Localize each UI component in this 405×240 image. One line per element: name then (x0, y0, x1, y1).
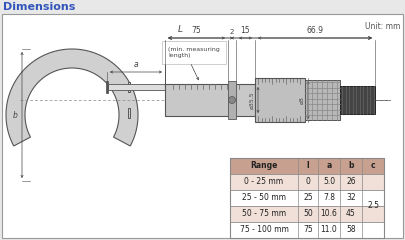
Text: 25 - 50 mm: 25 - 50 mm (242, 193, 286, 203)
Text: 5.0: 5.0 (323, 178, 335, 186)
Text: 7.8: 7.8 (323, 193, 335, 203)
Text: 26: 26 (346, 178, 356, 186)
Text: 75: 75 (192, 26, 201, 35)
Text: 58: 58 (346, 226, 356, 234)
Text: ø35.5: ø35.5 (250, 91, 255, 109)
Text: a: a (326, 162, 332, 170)
Bar (128, 82, 130, 92)
Bar (340, 86, 375, 114)
Text: L: L (177, 25, 183, 34)
Bar (230, 222, 384, 238)
Text: 25: 25 (303, 193, 313, 203)
Text: (min. measuring
length): (min. measuring length) (168, 47, 220, 58)
Text: 2.5: 2.5 (367, 202, 379, 210)
Text: ø8: ø8 (300, 96, 305, 104)
Text: 75: 75 (303, 226, 313, 234)
Text: 45: 45 (346, 210, 356, 218)
Text: c: c (371, 162, 375, 170)
Text: 11.0: 11.0 (321, 226, 337, 234)
Bar (128, 108, 130, 118)
Text: 0: 0 (305, 178, 311, 186)
Bar (230, 158, 384, 238)
Text: a: a (134, 60, 139, 69)
Text: 10.6: 10.6 (321, 210, 337, 218)
Bar (305, 80, 340, 120)
Text: Range: Range (250, 162, 278, 170)
Text: 50 - 75 mm: 50 - 75 mm (242, 210, 286, 218)
Bar (230, 174, 384, 190)
Polygon shape (6, 49, 138, 146)
Bar (230, 190, 384, 206)
Bar (230, 158, 384, 174)
Text: b: b (348, 162, 354, 170)
Bar (165, 84, 255, 116)
Text: 75 - 100 mm: 75 - 100 mm (240, 226, 288, 234)
Text: b: b (13, 110, 18, 120)
Bar (228, 81, 236, 119)
Circle shape (228, 96, 235, 103)
Text: Unit: mm: Unit: mm (364, 22, 400, 31)
Bar (108, 84, 165, 90)
Text: 0 - 25 mm: 0 - 25 mm (245, 178, 284, 186)
Text: 50: 50 (303, 210, 313, 218)
Text: c: c (163, 52, 167, 61)
Text: 2: 2 (230, 29, 234, 35)
Text: 66.9: 66.9 (307, 26, 324, 35)
Text: 32: 32 (346, 193, 356, 203)
Text: 15: 15 (241, 26, 250, 35)
Text: Dimensions: Dimensions (3, 2, 75, 12)
Text: l: l (307, 162, 309, 170)
Bar (255, 78, 305, 122)
Bar (230, 206, 384, 222)
